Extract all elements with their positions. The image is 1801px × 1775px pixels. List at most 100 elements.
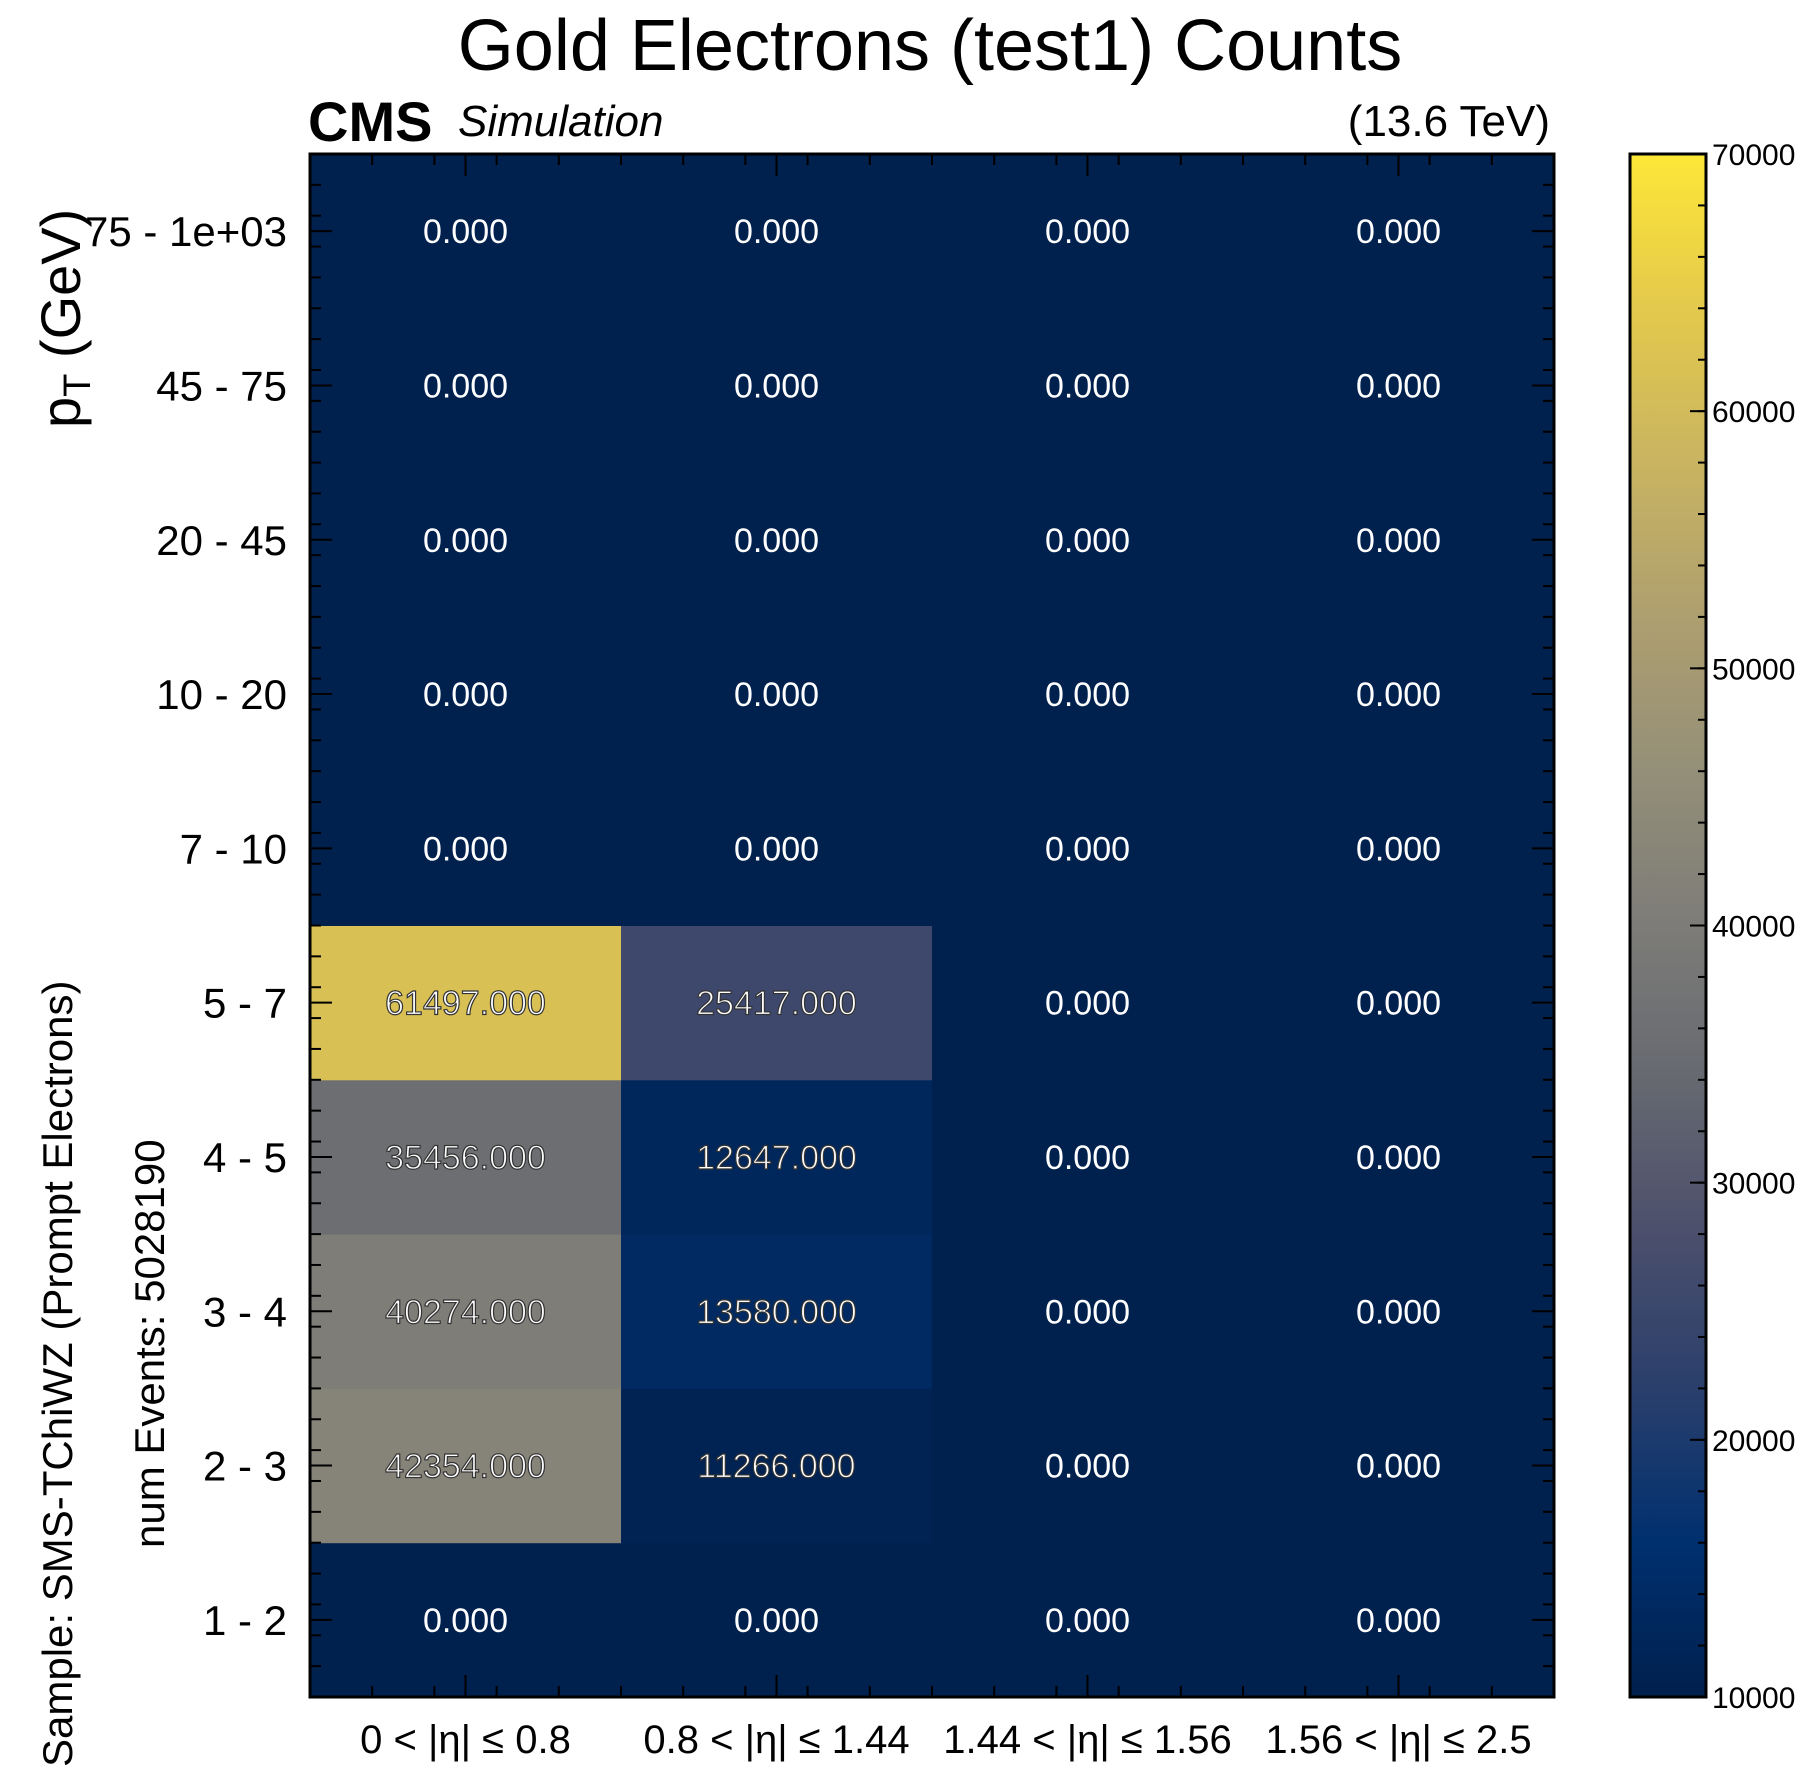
- cell-value-label: 0.000: [1356, 213, 1441, 251]
- heatmap-cell-labels: 0.000 0.000 0.000 0.000 42354.000 11266.000 0.…: [385, 213, 1442, 1640]
- heatmap-cell: [621, 1542, 933, 1698]
- heatmap-cell: [621, 1388, 933, 1544]
- heatmap-cell: [932, 1079, 1244, 1235]
- cell-value-label: 0.000: [1356, 522, 1441, 560]
- cell-value-label: 0.000: [1045, 1139, 1130, 1177]
- heatmap-cells: [310, 154, 1555, 1698]
- heatmap-cell: [932, 462, 1244, 618]
- cell-value-label: 0.000: [1356, 676, 1441, 714]
- cell-value-label: 0.000: [1045, 676, 1130, 714]
- colorbar-tick-label: 70000: [1712, 139, 1795, 172]
- cell-value-label: 0.000: [1356, 367, 1441, 405]
- cell-value-label: 35456.000: [385, 1139, 546, 1177]
- cell-value-label: 0.000: [1045, 1293, 1130, 1331]
- y-axis-title-symbol: p: [29, 397, 92, 428]
- y-axis-title: pT (GeV): [29, 209, 99, 428]
- y-axis-title-unit: (GeV): [29, 209, 92, 374]
- cell-value-label: 0.000: [1045, 985, 1130, 1023]
- cell-value-label: 0.000: [1356, 1293, 1441, 1331]
- heatmap-cell: [1243, 462, 1555, 618]
- heatmap-cell: [621, 1079, 933, 1235]
- colorbar-tick-label: 50000: [1712, 653, 1795, 686]
- heatmap-cell: [1243, 1542, 1555, 1698]
- cms-label: CMS: [308, 90, 432, 153]
- chart-title: Gold Electrons (test1) Counts: [458, 6, 1402, 86]
- y-tick-label: 3 - 4: [203, 1288, 287, 1335]
- heatmap-cell: [310, 462, 622, 618]
- cell-value-label: 0.000: [1356, 830, 1441, 868]
- heatmap-cell: [932, 1542, 1244, 1698]
- cell-value-label: 0.000: [1356, 1448, 1441, 1486]
- cell-value-label: 0.000: [1045, 1602, 1130, 1640]
- heatmap-cell: [932, 1388, 1244, 1544]
- x-tick-label: 0 < |η| ≤ 0.8: [360, 1718, 571, 1762]
- heatmap-cell: [932, 1234, 1244, 1389]
- x-tick-labels: 0 < |η| ≤ 0.8 0.8 < |η| ≤ 1.44 1.44 < |η| …: [360, 1718, 1531, 1762]
- cell-value-label: 0.000: [423, 1602, 508, 1640]
- cell-value-label: 42354.000: [385, 1448, 546, 1486]
- heatmap-cell: [1243, 925, 1555, 1081]
- heatmap-cell: [1243, 308, 1555, 464]
- cell-value-label: 0.000: [423, 522, 508, 560]
- y-tick-label: 7 - 10: [180, 825, 287, 872]
- heatmap-cell: [310, 308, 622, 464]
- heatmap-cell: [621, 925, 933, 1081]
- heatmap-cell: [1243, 771, 1555, 926]
- cell-value-label: 0.000: [1045, 522, 1130, 560]
- cell-value-label: 0.000: [423, 830, 508, 868]
- cell-value-label: 0.000: [734, 522, 819, 560]
- heatmap-cell: [1243, 1079, 1555, 1235]
- num-events-label: num Events: 5028190: [126, 1139, 173, 1548]
- colorbar-tick-label: 60000: [1712, 396, 1795, 429]
- cell-value-label: 0.000: [734, 367, 819, 405]
- cell-value-label: 13580.000: [696, 1293, 857, 1331]
- cell-value-label: 0.000: [1356, 1602, 1441, 1640]
- plot-frame: [308, 152, 1556, 1699]
- cell-value-label: 0.000: [1045, 1448, 1130, 1486]
- colorbar-tick-label: 30000: [1712, 1168, 1795, 1201]
- x-tick-label: 1.44 < |η| ≤ 1.56: [943, 1718, 1232, 1762]
- cell-value-label: 0.000: [1356, 1139, 1441, 1177]
- heatmap-cell: [310, 771, 622, 926]
- y-tick-label: 10 - 20: [156, 671, 287, 718]
- cell-value-label: 0.000: [423, 367, 508, 405]
- cell-value-label: 0.000: [1356, 985, 1441, 1023]
- heatmap-cell: [1243, 1234, 1555, 1389]
- heatmap-cell: [621, 1234, 933, 1389]
- cell-value-label: 25417.000: [696, 985, 857, 1023]
- colorbar-tick-label: 40000: [1712, 911, 1795, 944]
- x-tick-label: 0.8 < |η| ≤ 1.44: [643, 1718, 909, 1762]
- heatmap-cell: [310, 1542, 622, 1698]
- cell-value-label: 0.000: [1045, 830, 1130, 868]
- y-tick-label: 75 - 1e+03: [85, 208, 287, 255]
- heatmap-cell: [310, 1234, 622, 1389]
- cell-value-label: 0.000: [423, 676, 508, 714]
- y-tick-label: 45 - 75: [156, 362, 287, 409]
- cell-value-label: 40274.000: [385, 1293, 546, 1331]
- heatmap-cell: [1243, 616, 1555, 772]
- energy-label: (13.6 TeV): [1348, 97, 1550, 146]
- cell-value-label: 0.000: [734, 830, 819, 868]
- sample-label: Sample: SMS-TChiWZ (Prompt Electrons): [34, 981, 81, 1767]
- heatmap-cell: [932, 771, 1244, 926]
- y-tick-labels: 1 - 2 2 - 3 3 - 4 4 - 5 5 - 7 7 - 10 10 - 20 20…: [85, 208, 287, 1644]
- cell-value-label: 0.000: [734, 676, 819, 714]
- y-axis-title-subscript: T: [57, 374, 99, 397]
- colorbar-tick-label: 10000: [1712, 1682, 1795, 1715]
- y-tick-label: 20 - 45: [156, 517, 287, 564]
- heatmap-cell: [932, 308, 1244, 464]
- cell-value-label: 12647.000: [696, 1139, 857, 1177]
- heatmap-cell: [310, 925, 622, 1081]
- cell-value-label: 0.000: [734, 1602, 819, 1640]
- cell-value-label: 0.000: [1045, 367, 1130, 405]
- heatmap-cell: [621, 462, 933, 618]
- colorbar-ticks: 10000 20000 30000 40000 50000 60000 70000: [1690, 139, 1795, 1715]
- y-tick-label: 1 - 2: [203, 1597, 287, 1644]
- heatmap-cell: [621, 616, 933, 772]
- colorbar-tick-label: 20000: [1712, 1425, 1795, 1458]
- heatmap-cell: [621, 154, 933, 309]
- heatmap-cell: [932, 154, 1244, 309]
- cell-value-label: 0.000: [423, 213, 508, 251]
- y-tick-label: 2 - 3: [203, 1443, 287, 1490]
- heatmap-cell: [310, 616, 622, 772]
